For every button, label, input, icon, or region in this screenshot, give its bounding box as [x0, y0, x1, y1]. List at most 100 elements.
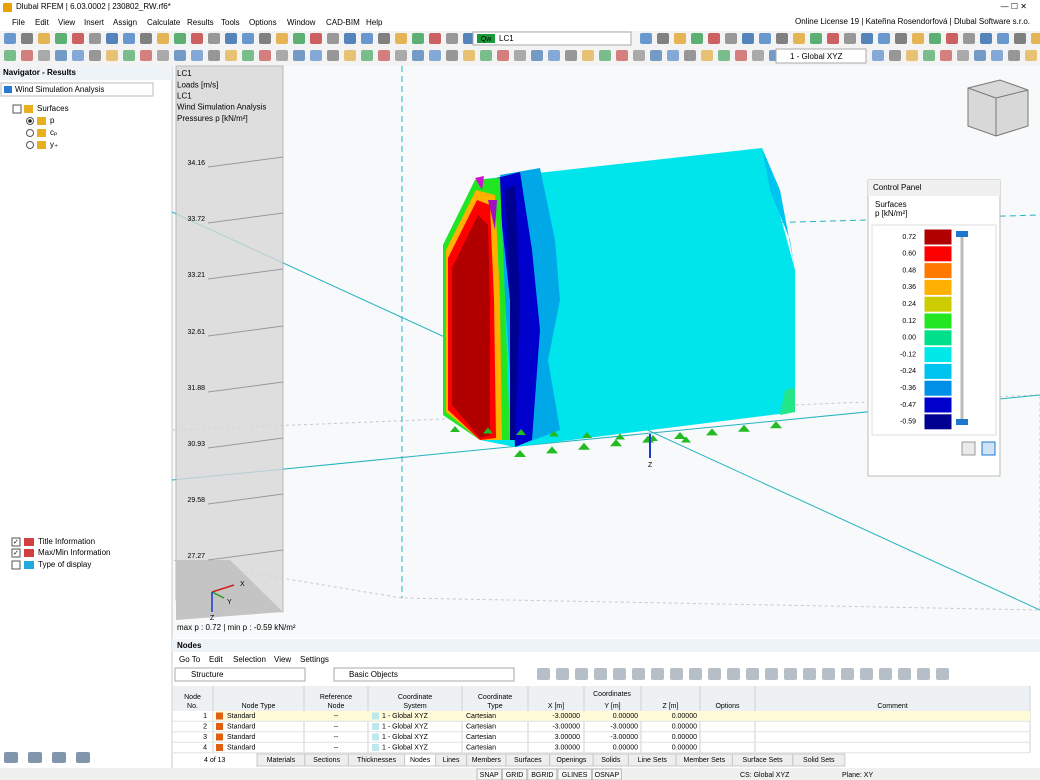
nav-tab-icon[interactable] [4, 752, 18, 763]
nodes-menu-item[interactable]: Settings [300, 655, 329, 664]
toolbar-button[interactable] [480, 50, 492, 61]
toolbar-button[interactable] [872, 50, 884, 61]
toolbar-button[interactable] [446, 50, 458, 61]
table-tool[interactable] [556, 668, 569, 680]
status-toggle-label[interactable]: SNAP [480, 772, 499, 779]
toolbar-button[interactable] [72, 50, 84, 61]
table-tool[interactable] [689, 668, 702, 680]
menu-item[interactable]: Edit [35, 18, 50, 27]
table-cell[interactable]: 2 [203, 723, 207, 730]
toolbar-button[interactable] [4, 33, 16, 44]
table-tool[interactable] [860, 668, 873, 680]
toolbar-button[interactable] [344, 50, 356, 61]
sheet-tab-label[interactable]: Sections [313, 757, 340, 764]
tree-item[interactable]: cₚ [50, 128, 57, 137]
load-case-dropdown[interactable] [472, 31, 632, 46]
toolbar-button[interactable] [759, 33, 771, 44]
display-option[interactable]: Type of display [38, 560, 91, 569]
toolbar-button[interactable] [123, 50, 135, 61]
table-cell[interactable]: 4 [203, 744, 207, 751]
toolbar-button[interactable] [89, 33, 101, 44]
toolbar-button[interactable] [691, 33, 703, 44]
toolbar-button[interactable] [684, 50, 696, 61]
sheet-tab-label[interactable]: Solids [601, 757, 621, 764]
menu-item[interactable]: Help [366, 18, 383, 27]
toolbar-button[interactable] [650, 50, 662, 61]
table-tool[interactable] [936, 668, 949, 680]
toolbar-button[interactable] [293, 50, 305, 61]
radio[interactable] [26, 141, 34, 149]
toolbar-button[interactable] [827, 33, 839, 44]
sheet-tab-label[interactable]: Solid Sets [803, 757, 835, 764]
status-toggle[interactable] [591, 768, 622, 780]
toolbar-button[interactable] [276, 33, 288, 44]
table-tool[interactable] [575, 668, 588, 680]
nodes-menu-item[interactable]: Edit [209, 655, 224, 664]
toolbar-button[interactable] [361, 33, 373, 44]
toolbar-button[interactable] [844, 33, 856, 44]
sheet-tab-label[interactable]: Surface Sets [743, 757, 784, 764]
sheet-tab-label[interactable]: Line Sets [638, 757, 668, 764]
toolbar-button[interactable] [55, 33, 67, 44]
filter[interactable]: Basic Objects [349, 670, 398, 679]
sheet-tab-label[interactable]: Materials [267, 757, 296, 764]
toolbar-button[interactable] [752, 50, 764, 61]
cs-dropdown[interactable] [775, 48, 867, 64]
toolbar-button[interactable] [38, 33, 50, 44]
table-tool[interactable] [784, 668, 797, 680]
toolbar-button[interactable] [946, 33, 958, 44]
toolbar-button[interactable] [395, 33, 407, 44]
toolbar-button[interactable] [21, 50, 33, 61]
status-toggle[interactable] [527, 768, 558, 780]
toolbar-button[interactable] [208, 33, 220, 44]
nodes-menu-item[interactable]: View [274, 655, 291, 664]
status-toggle-label[interactable]: OSNAP [595, 772, 620, 779]
display-option[interactable]: Title Information [38, 537, 95, 546]
status-toggle-label[interactable]: GRID [506, 772, 524, 779]
toolbar-button[interactable] [895, 33, 907, 44]
toolbar-button[interactable] [735, 50, 747, 61]
toolbar-button[interactable] [276, 50, 288, 61]
checkbox[interactable] [11, 548, 21, 558]
toolbar-button[interactable] [633, 50, 645, 61]
window-controls[interactable]: — ☐ ✕ [1001, 2, 1027, 11]
tree-item[interactable]: p [50, 116, 55, 125]
toolbar-button[interactable] [225, 50, 237, 61]
toolbar-button[interactable] [997, 33, 1009, 44]
table-tool[interactable] [917, 668, 930, 680]
checkbox[interactable] [11, 560, 21, 570]
toolbar-button[interactable] [718, 50, 730, 61]
toolbar-button[interactable] [242, 50, 254, 61]
toolbar-button[interactable] [531, 50, 543, 61]
menu-item[interactable]: View [58, 18, 75, 27]
toolbar-button[interactable] [174, 50, 186, 61]
toolbar-button[interactable] [929, 33, 941, 44]
toolbar-button[interactable] [242, 33, 254, 44]
table-tool[interactable] [613, 668, 626, 680]
table-tool[interactable] [632, 668, 645, 680]
toolbar-button[interactable] [38, 50, 50, 61]
toolbar-button[interactable] [980, 33, 992, 44]
menu-item[interactable]: Assign [113, 18, 137, 27]
toolbar-button[interactable] [674, 33, 686, 44]
toolbar-button[interactable] [667, 50, 679, 61]
toolbar-button[interactable] [957, 50, 969, 61]
table-tool[interactable] [822, 668, 835, 680]
toolbar-button[interactable] [140, 50, 152, 61]
toolbar-button[interactable] [640, 33, 652, 44]
toolbar-button[interactable] [1025, 50, 1037, 61]
table-tool[interactable] [841, 668, 854, 680]
radio[interactable] [26, 129, 34, 137]
toolbar-button[interactable] [259, 50, 271, 61]
toolbar-button[interactable] [463, 50, 475, 61]
toolbar-button[interactable] [259, 33, 271, 44]
table-tool[interactable] [765, 668, 778, 680]
menu-item[interactable]: CAD-BIM [326, 18, 360, 27]
toolbar-button[interactable] [140, 33, 152, 44]
toolbar-button[interactable] [4, 50, 16, 61]
menu-item[interactable]: Insert [84, 18, 105, 27]
panel-button[interactable] [981, 441, 996, 456]
analysis-dropdown[interactable] [0, 82, 154, 97]
table-tool[interactable] [670, 668, 683, 680]
nav-tab-icon[interactable] [28, 752, 42, 763]
